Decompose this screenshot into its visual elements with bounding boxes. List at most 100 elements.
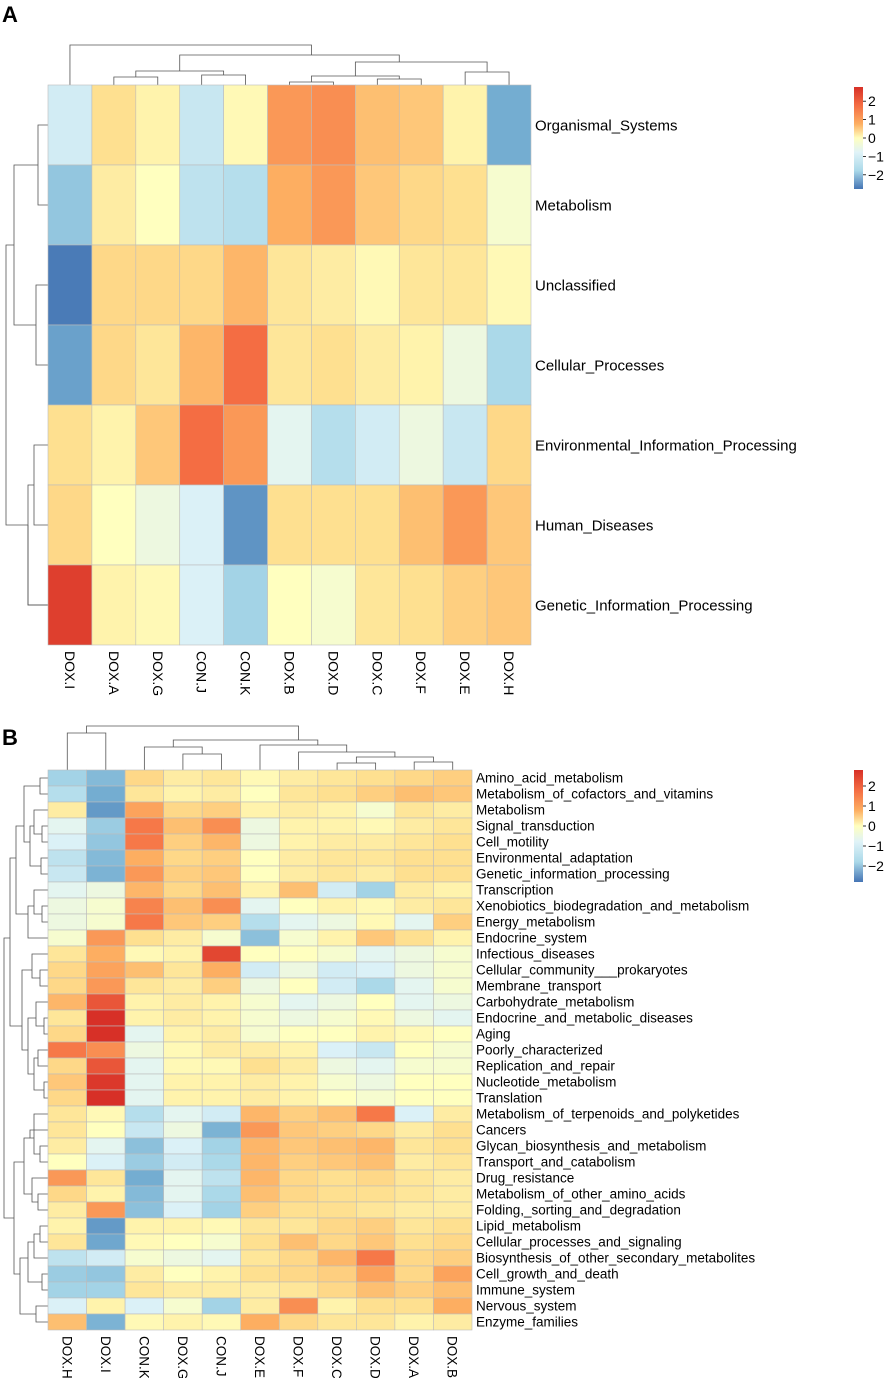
heatmap-cell	[124, 1281, 164, 1299]
heatmap-cell	[179, 324, 224, 406]
heatmap-cell	[47, 1025, 87, 1043]
heatmap-cell	[356, 945, 396, 963]
heatmap-cell	[163, 865, 203, 883]
heatmap-cell	[356, 897, 396, 915]
heatmap-cell	[201, 1153, 242, 1171]
heatmap-cell	[240, 993, 280, 1011]
heatmap-cell	[86, 1153, 126, 1171]
heatmap-cell	[47, 1073, 87, 1091]
heatmap-cell	[433, 961, 473, 979]
heatmap-cell	[223, 324, 268, 406]
dendrogram-branch	[21, 969, 32, 1051]
heatmap-cell	[433, 801, 473, 819]
row-label: Metabolism	[476, 803, 545, 818]
heatmap-cell	[201, 1105, 242, 1123]
row-label: Membrane_transport	[476, 979, 602, 994]
heatmap-cell	[433, 849, 473, 867]
heatmap-cell	[433, 1233, 473, 1251]
heatmap-cell	[163, 897, 203, 915]
heatmap-cell	[394, 945, 434, 963]
heatmap-cell	[317, 881, 357, 899]
heatmap-cell	[278, 1121, 319, 1139]
heatmap-cell	[179, 564, 224, 646]
heatmap-cell	[317, 1201, 357, 1219]
heatmap-cell	[433, 945, 473, 963]
heatmap-cell	[201, 849, 242, 867]
heatmap-cell	[240, 961, 280, 979]
heatmap-cell	[442, 244, 488, 326]
heatmap-cell	[86, 849, 126, 867]
heatmap-cell	[240, 1297, 280, 1315]
heatmap-cell	[278, 865, 319, 883]
heatmap-cell	[135, 324, 181, 406]
heatmap-cell	[394, 769, 434, 787]
heatmap-cell	[356, 1041, 396, 1059]
column-label: DOX.C	[329, 1336, 344, 1378]
heatmap-cell	[356, 1137, 396, 1155]
heatmap-cell	[486, 564, 532, 646]
heatmap-cell	[278, 1265, 319, 1283]
heatmap-cell	[433, 1297, 473, 1315]
row-label: Translation	[476, 1091, 542, 1106]
heatmap-cell	[91, 164, 137, 246]
heatmap-cell	[240, 1041, 280, 1059]
heatmap-cell	[47, 801, 87, 819]
heatmap-cell	[124, 1089, 164, 1107]
column-label: DOX.G	[150, 651, 166, 696]
heatmap-cell	[317, 977, 357, 995]
heatmap-cell	[135, 404, 181, 486]
heatmap-cell	[240, 1201, 280, 1219]
heatmap-cell	[240, 1121, 280, 1139]
heatmap-cell	[240, 881, 280, 899]
heatmap-cell	[86, 913, 126, 931]
heatmap-cell	[47, 1313, 87, 1331]
dendrogram-branch	[376, 78, 422, 85]
heatmap-cell	[240, 849, 280, 867]
dendrogram-branch	[135, 70, 225, 77]
heatmap-cell	[394, 1233, 434, 1251]
heatmap-cell	[201, 1281, 242, 1299]
heatmap-cell	[240, 1073, 280, 1091]
dendrogram-branch	[33, 1057, 44, 1091]
dendrogram-branch	[201, 74, 246, 85]
heatmap-cell	[317, 961, 357, 979]
row-label: Genetic_information_processing	[476, 867, 670, 882]
column-label: DOX.F	[413, 651, 429, 694]
heatmap-cell	[201, 1217, 242, 1235]
heatmap-cell	[311, 564, 356, 646]
heatmap-cell	[317, 1025, 357, 1043]
heatmap-cell	[91, 484, 137, 566]
heatmap-cell	[163, 1041, 203, 1059]
heatmap-cell	[201, 881, 242, 899]
dendrogram-branch	[13, 1161, 24, 1275]
heatmap-cell	[240, 1105, 280, 1123]
heatmap-cell	[179, 164, 224, 246]
heatmap-cell	[47, 1009, 87, 1027]
heatmap-cell	[240, 945, 280, 963]
row-label: Amino_acid_metabolism	[476, 771, 623, 786]
column-label: DOX.D	[368, 1336, 383, 1378]
dendrogram-branch	[29, 1129, 48, 1139]
heatmap-cell	[201, 1025, 242, 1043]
heatmap-cell	[163, 1105, 203, 1123]
heatmap-cell	[163, 993, 203, 1011]
heatmap-cell	[163, 913, 203, 931]
heatmap-cell	[124, 929, 164, 947]
heatmap-cell	[124, 1233, 164, 1251]
heatmap-cell	[86, 1169, 126, 1187]
heatmap-cell	[163, 785, 203, 803]
row-label: Endocrine_and_metabolic_diseases	[476, 1011, 693, 1026]
heatmap-cell	[356, 993, 396, 1011]
heatmap-cell	[163, 769, 203, 787]
heatmap-cell	[356, 1201, 396, 1219]
heatmap-cell	[317, 945, 357, 963]
heatmap-cell	[442, 404, 488, 486]
heatmap-cell	[163, 1313, 203, 1331]
heatmap-cell	[124, 945, 164, 963]
heatmap-cell	[317, 1041, 357, 1059]
heatmap-cell	[398, 564, 444, 646]
heatmap-cell	[163, 1025, 203, 1043]
heatmap-cell	[278, 1041, 319, 1059]
heatmap-cell	[394, 1105, 434, 1123]
heatmap-cell	[278, 977, 319, 995]
